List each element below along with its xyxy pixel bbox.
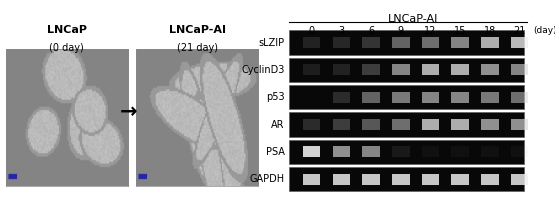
Text: GAPDH: GAPDH bbox=[250, 174, 285, 184]
Bar bbox=[511, 146, 528, 158]
Bar bbox=[303, 146, 320, 158]
Bar bbox=[392, 119, 410, 130]
Text: 6: 6 bbox=[368, 26, 374, 36]
Text: 12: 12 bbox=[424, 26, 437, 36]
Text: 9: 9 bbox=[398, 26, 404, 36]
Bar bbox=[392, 37, 410, 48]
Bar bbox=[303, 37, 320, 48]
Bar bbox=[511, 174, 528, 185]
Text: CyclinD3: CyclinD3 bbox=[241, 65, 285, 75]
Bar bbox=[362, 119, 380, 130]
Bar bbox=[422, 146, 439, 158]
Bar bbox=[362, 64, 380, 75]
Bar bbox=[332, 64, 350, 75]
Bar bbox=[451, 146, 469, 158]
Text: LNCaP: LNCaP bbox=[47, 25, 87, 35]
Bar bbox=[511, 119, 528, 130]
Bar bbox=[422, 64, 439, 75]
Bar bbox=[303, 64, 320, 75]
Bar bbox=[481, 119, 499, 130]
Text: (21 day): (21 day) bbox=[176, 43, 218, 53]
Text: p53: p53 bbox=[266, 92, 285, 102]
Text: (0 day): (0 day) bbox=[49, 43, 84, 53]
Text: 21: 21 bbox=[513, 26, 526, 36]
Bar bbox=[392, 146, 410, 158]
Bar bbox=[422, 174, 439, 185]
Bar bbox=[481, 37, 499, 48]
Bar bbox=[422, 119, 439, 130]
Bar bbox=[362, 146, 380, 158]
Bar bbox=[481, 146, 499, 158]
Text: sLZIP: sLZIP bbox=[259, 38, 285, 48]
Bar bbox=[289, 167, 524, 191]
Bar bbox=[511, 64, 528, 75]
Bar bbox=[451, 92, 469, 103]
Bar bbox=[451, 119, 469, 130]
Text: AR: AR bbox=[271, 120, 285, 130]
Bar bbox=[303, 119, 320, 130]
Bar bbox=[481, 64, 499, 75]
Bar bbox=[481, 174, 499, 185]
Text: (day): (day) bbox=[533, 26, 555, 35]
Bar bbox=[332, 92, 350, 103]
Bar bbox=[289, 112, 524, 137]
Bar bbox=[332, 174, 350, 185]
Text: →: → bbox=[120, 102, 138, 122]
Text: 18: 18 bbox=[484, 26, 496, 36]
Bar bbox=[451, 37, 469, 48]
Bar bbox=[303, 174, 320, 185]
Text: LNCaP-AI: LNCaP-AI bbox=[169, 25, 225, 35]
Bar bbox=[451, 64, 469, 75]
Bar bbox=[332, 37, 350, 48]
Bar bbox=[362, 174, 380, 185]
Bar bbox=[289, 30, 524, 55]
Bar bbox=[362, 92, 380, 103]
Bar bbox=[332, 146, 350, 158]
Bar bbox=[289, 58, 524, 82]
Bar bbox=[422, 92, 439, 103]
Bar bbox=[392, 64, 410, 75]
Bar bbox=[481, 92, 499, 103]
Bar bbox=[289, 140, 524, 164]
Bar bbox=[362, 37, 380, 48]
Bar bbox=[422, 37, 439, 48]
Bar bbox=[392, 92, 410, 103]
Bar bbox=[511, 92, 528, 103]
Bar bbox=[511, 37, 528, 48]
Text: PSA: PSA bbox=[266, 147, 285, 157]
Text: 0: 0 bbox=[309, 26, 315, 36]
Bar bbox=[289, 85, 524, 109]
Bar bbox=[332, 119, 350, 130]
Text: LNCaP-AI: LNCaP-AI bbox=[388, 14, 438, 24]
Bar bbox=[451, 174, 469, 185]
Text: 15: 15 bbox=[454, 26, 466, 36]
Text: 3: 3 bbox=[338, 26, 344, 36]
Bar bbox=[392, 174, 410, 185]
